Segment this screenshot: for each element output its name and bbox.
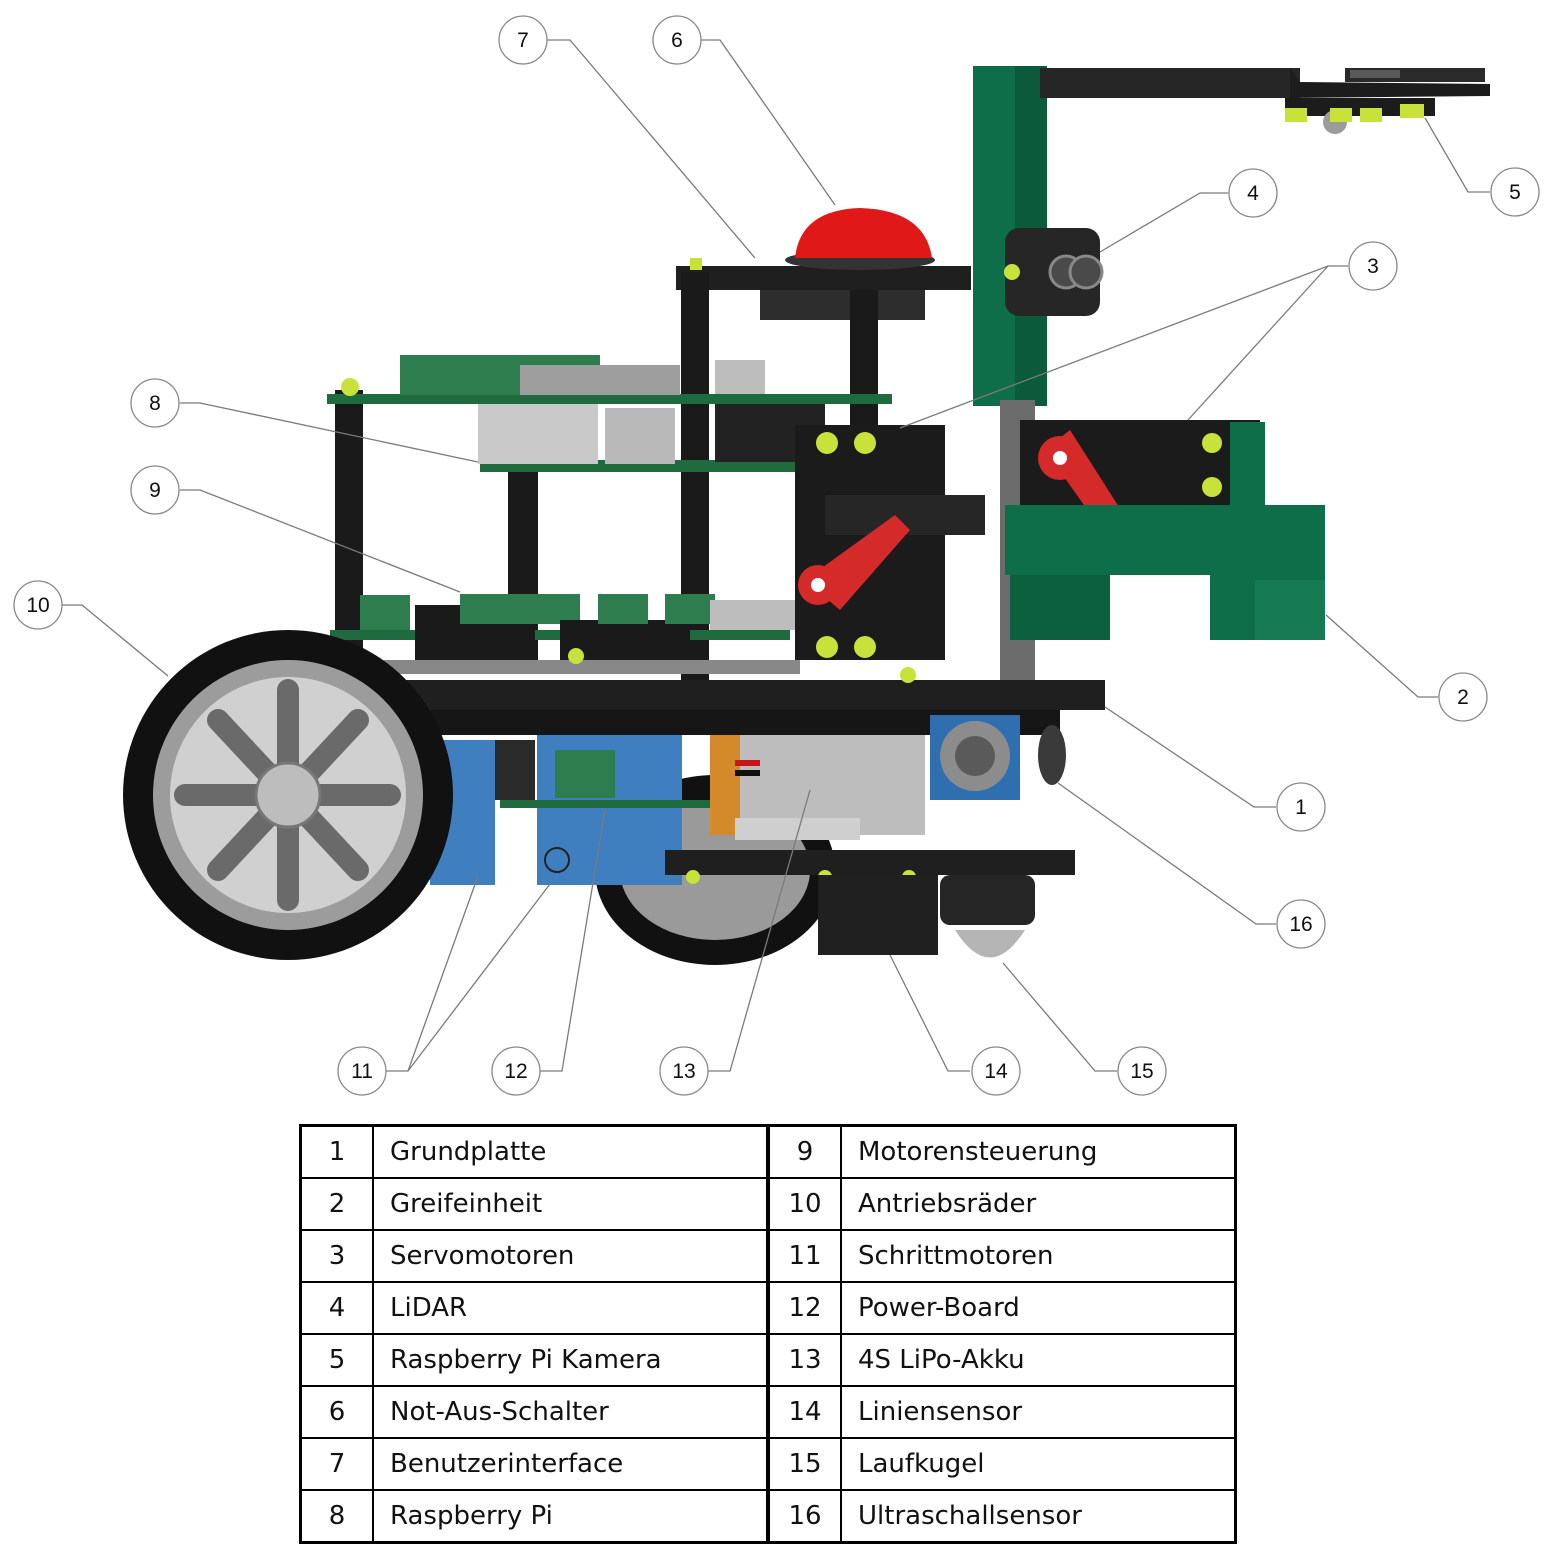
gripper-unit bbox=[1005, 505, 1325, 640]
robot-exploded-diagram: 1 2 3 4 5 6 7 8 9 10 11 12 bbox=[13, 15, 1540, 1096]
callout-12: 12 bbox=[491, 1046, 541, 1096]
line-sensor bbox=[818, 875, 938, 955]
callout-3: 3 bbox=[1348, 241, 1398, 291]
power-board bbox=[495, 740, 750, 808]
ultrasonic-sensor bbox=[930, 715, 1066, 800]
part-name: Benutzerinterface bbox=[372, 1437, 769, 1491]
part-name: Motorensteuerung bbox=[840, 1124, 1237, 1179]
part-number: 15 bbox=[766, 1437, 842, 1491]
front-drive-wheel bbox=[123, 630, 453, 960]
svg-text:7: 7 bbox=[517, 29, 529, 52]
table-row: 4 LiDAR 12 Power-Board bbox=[299, 1281, 1237, 1335]
table-row: 3 Servomotoren 11 Schrittmotoren bbox=[299, 1229, 1237, 1283]
table-row: 2 Greifeinheit 10 Antriebsräder bbox=[299, 1177, 1237, 1231]
svg-text:13: 13 bbox=[672, 1060, 695, 1083]
svg-text:8: 8 bbox=[149, 392, 161, 415]
raspberry-pi bbox=[327, 355, 892, 472]
leader-lines bbox=[62, 39, 1490, 1072]
part-name: 4S LiPo-Akku bbox=[840, 1333, 1237, 1387]
callout-13: 13 bbox=[659, 1046, 709, 1096]
part-number: 16 bbox=[766, 1489, 842, 1544]
part-number: 12 bbox=[766, 1281, 842, 1335]
table-row: 5 Raspberry Pi Kamera 13 4S LiPo-Akku bbox=[299, 1333, 1237, 1387]
svg-text:15: 15 bbox=[1130, 1060, 1153, 1083]
part-name: Grundplatte bbox=[372, 1124, 769, 1179]
svg-text:4: 4 bbox=[1247, 182, 1259, 205]
part-name: Laufkugel bbox=[840, 1437, 1237, 1491]
part-name: Liniensensor bbox=[840, 1385, 1237, 1439]
lipo-battery bbox=[710, 735, 925, 840]
part-name: Power-Board bbox=[840, 1281, 1237, 1335]
part-number: 8 bbox=[299, 1489, 374, 1544]
lidar-sensor bbox=[1004, 228, 1104, 316]
parts-legend-table: 1 Grundplatte 9 Motorensteuerung 2 Greif… bbox=[299, 1124, 1237, 1544]
part-number: 2 bbox=[299, 1177, 374, 1231]
svg-text:10: 10 bbox=[26, 594, 49, 617]
callout-10: 10 bbox=[13, 580, 63, 630]
raspberry-pi-camera bbox=[1285, 68, 1485, 134]
table-row: 6 Not-Aus-Schalter 14 Liniensensor bbox=[299, 1385, 1237, 1439]
robot-illustration bbox=[123, 66, 1490, 965]
svg-text:6: 6 bbox=[671, 29, 683, 52]
part-name: Antriebsräder bbox=[840, 1177, 1237, 1231]
callout-15: 15 bbox=[1117, 1046, 1167, 1096]
callout-6: 6 bbox=[652, 15, 702, 65]
svg-text:2: 2 bbox=[1457, 686, 1469, 709]
part-number: 5 bbox=[299, 1333, 374, 1387]
svg-text:1: 1 bbox=[1295, 796, 1307, 819]
part-name: Raspberry Pi bbox=[372, 1489, 769, 1544]
table-row: 8 Raspberry Pi 16 Ultraschallsensor bbox=[299, 1489, 1237, 1544]
motor-controller-board bbox=[330, 594, 800, 674]
svg-text:11: 11 bbox=[351, 1060, 373, 1083]
callout-8: 8 bbox=[130, 378, 180, 428]
part-name: Greifeinheit bbox=[372, 1177, 769, 1231]
callout-14: 14 bbox=[971, 1046, 1021, 1096]
part-number: 4 bbox=[299, 1281, 374, 1335]
part-number: 11 bbox=[766, 1229, 842, 1283]
part-name: Servomotoren bbox=[372, 1229, 769, 1283]
part-number: 14 bbox=[766, 1385, 842, 1439]
svg-text:9: 9 bbox=[149, 479, 161, 502]
part-number: 1 bbox=[299, 1124, 374, 1179]
part-name: Schrittmotoren bbox=[840, 1229, 1237, 1283]
part-number: 3 bbox=[299, 1229, 374, 1283]
callout-16: 16 bbox=[1276, 899, 1326, 949]
ball-caster bbox=[940, 875, 1035, 958]
table-row: 7 Benutzerinterface 15 Laufkugel bbox=[299, 1437, 1237, 1491]
callout-2: 2 bbox=[1438, 672, 1488, 722]
user-interface-plate bbox=[676, 258, 971, 320]
part-name: Ultraschallsensor bbox=[840, 1489, 1237, 1544]
part-number: 7 bbox=[299, 1437, 374, 1491]
svg-text:14: 14 bbox=[984, 1060, 1008, 1083]
callout-5: 5 bbox=[1490, 167, 1540, 217]
part-number: 10 bbox=[766, 1177, 842, 1231]
callout-7: 7 bbox=[498, 15, 548, 65]
svg-text:3: 3 bbox=[1367, 255, 1379, 278]
svg-text:16: 16 bbox=[1289, 913, 1312, 936]
part-number: 6 bbox=[299, 1385, 374, 1439]
callout-1: 1 bbox=[1276, 782, 1326, 832]
part-number: 13 bbox=[766, 1333, 842, 1387]
table-row: 1 Grundplatte 9 Motorensteuerung bbox=[299, 1124, 1237, 1179]
part-name: Not-Aus-Schalter bbox=[372, 1385, 769, 1439]
callout-9: 9 bbox=[130, 465, 180, 515]
base-plate bbox=[405, 648, 1105, 735]
part-name: Raspberry Pi Kamera bbox=[372, 1333, 769, 1387]
emergency-stop-button bbox=[785, 208, 935, 270]
servo-motor-front bbox=[795, 425, 985, 660]
part-number: 9 bbox=[766, 1124, 842, 1179]
svg-text:5: 5 bbox=[1509, 181, 1521, 204]
part-name: LiDAR bbox=[372, 1281, 769, 1335]
svg-text:12: 12 bbox=[504, 1060, 527, 1083]
callout-4: 4 bbox=[1228, 168, 1278, 218]
callout-11: 11 bbox=[337, 1046, 387, 1096]
